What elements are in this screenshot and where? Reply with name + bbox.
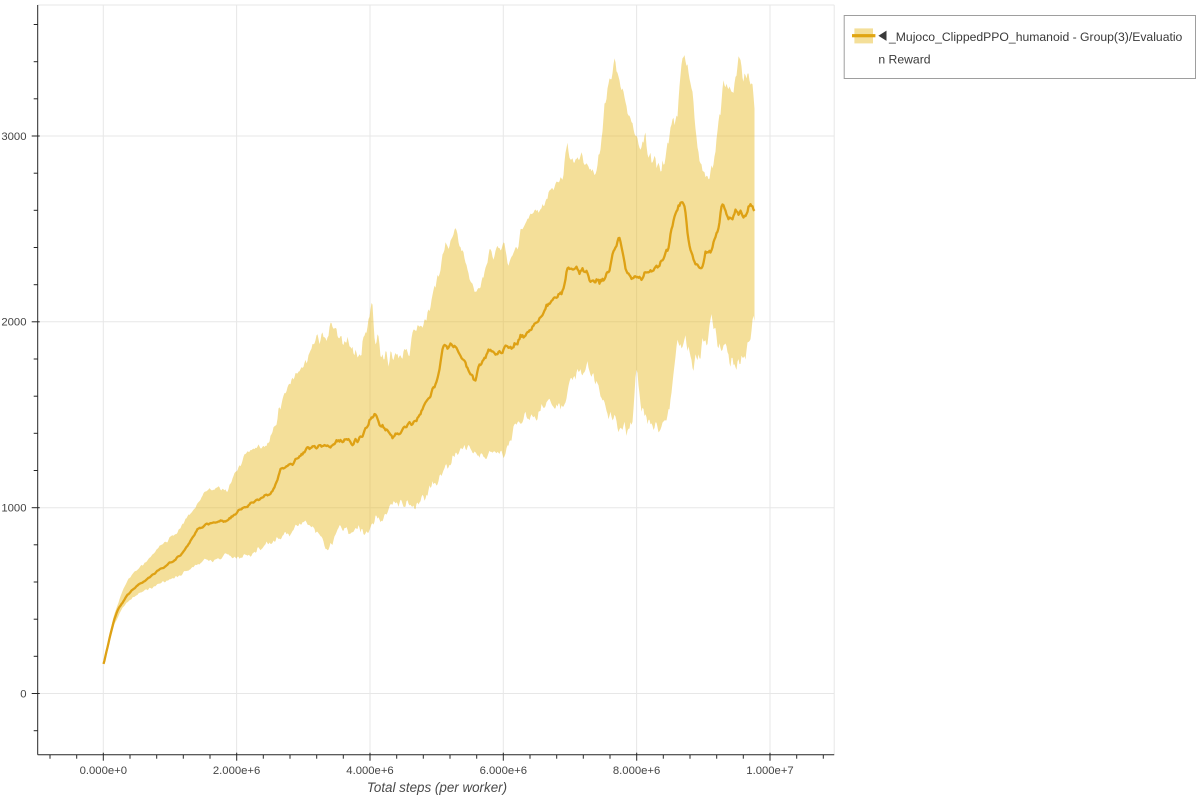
svg-text:0.000e+0: 0.000e+0: [80, 765, 127, 777]
svg-text:2000: 2000: [1, 317, 26, 329]
svg-text:n Reward: n Reward: [878, 53, 930, 67]
svg-text:6.000e+6: 6.000e+6: [480, 765, 527, 777]
svg-text:1000: 1000: [1, 503, 26, 515]
svg-text:Total steps (per worker): Total steps (per worker): [367, 780, 507, 795]
svg-text:2.000e+6: 2.000e+6: [213, 765, 260, 777]
svg-text:_Mujoco_ClippedPPO_humanoid -: _Mujoco_ClippedPPO_humanoid - Group(3)/E…: [888, 30, 1183, 44]
svg-text:1.000e+7: 1.000e+7: [746, 765, 793, 777]
svg-text:3000: 3000: [1, 131, 26, 143]
svg-text:0: 0: [20, 688, 26, 700]
svg-text:4.000e+6: 4.000e+6: [346, 765, 393, 777]
svg-text:8.000e+6: 8.000e+6: [613, 765, 660, 777]
